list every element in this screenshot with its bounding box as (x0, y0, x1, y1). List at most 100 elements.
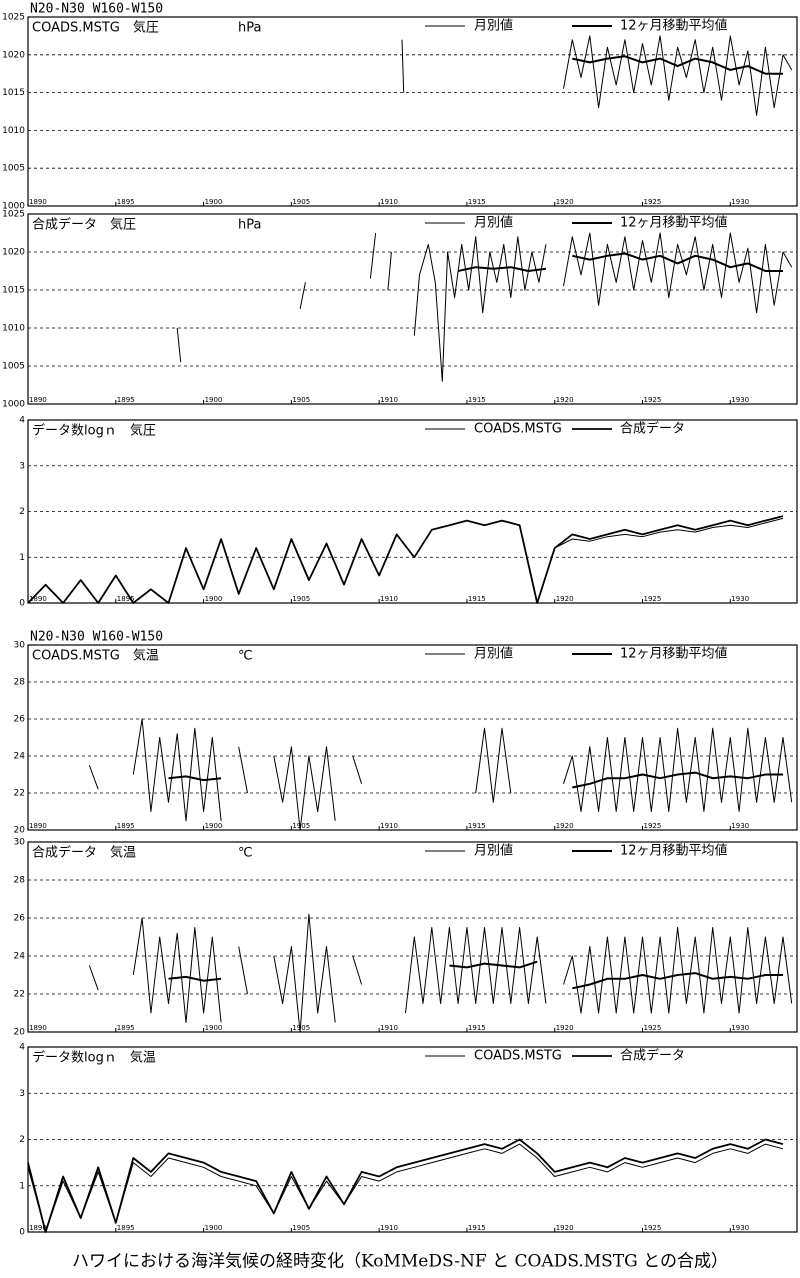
y-tick-label: 20 (14, 1028, 26, 1038)
plot-frame (27, 16, 798, 207)
x-tick-label: 1900 (205, 396, 223, 404)
y-tick-label: 28 (14, 678, 26, 688)
x-tick-label: 1890 (29, 822, 47, 830)
unit: ℃ (238, 649, 253, 664)
x-tick-label: 1910 (380, 1024, 398, 1032)
x-tick-label: 1905 (292, 396, 310, 404)
x-tick-label: 1920 (556, 198, 574, 206)
legend-label: 合成データ (620, 1048, 685, 1064)
x-tick-label: 1905 (292, 1024, 310, 1032)
x-tick-label: 1920 (556, 396, 574, 404)
y-tick-label: 1 (19, 1181, 25, 1191)
y-tick-label: 1005 (2, 164, 25, 174)
x-tick-label: 1920 (556, 822, 574, 830)
x-tick-label: 1925 (643, 595, 661, 603)
y-tick-label: 22 (14, 990, 25, 1000)
x-tick-label: 1905 (292, 822, 310, 830)
y-tick-label: 1010 (2, 126, 25, 136)
y-tick-label: 0 (19, 599, 25, 609)
y-tick-label: 1010 (2, 324, 25, 334)
x-tick-label: 1920 (556, 595, 574, 603)
x-tick-label: 1895 (117, 595, 135, 603)
y-tick-label: 1025 (2, 210, 25, 220)
data-line (27, 1138, 784, 1233)
legend-label: 12ヶ月移動平均値 (620, 18, 728, 34)
y-tick-label: 1015 (2, 286, 25, 296)
y-tick-label: 20 (14, 826, 26, 836)
plot-frame (27, 644, 798, 831)
x-tick-label: 1910 (380, 396, 398, 404)
x-tick-label: 1915 (468, 822, 486, 830)
x-tick-label: 1925 (643, 822, 661, 830)
x-tick-label: 1890 (29, 396, 47, 404)
x-tick-label: 1915 (468, 1224, 486, 1232)
y-tick-label: 22 (14, 789, 25, 799)
legend-label: 月別値 (474, 646, 513, 662)
x-tick-label: 1920 (556, 1224, 574, 1232)
y-tick-label: 2 (19, 507, 25, 517)
x-tick-label: 1900 (205, 1224, 223, 1232)
y-tick-label: 1000 (2, 400, 25, 410)
x-tick-label: 1890 (29, 1024, 47, 1032)
legend-label: 12ヶ月移動平均値 (620, 646, 728, 662)
y-tick-label: 3 (19, 1089, 25, 1099)
y-tick-label: 3 (19, 461, 25, 471)
data-line (554, 517, 784, 549)
y-tick-label: 24 (14, 752, 26, 762)
x-tick-label: 1915 (468, 1024, 486, 1032)
x-tick-label: 1895 (117, 822, 135, 830)
data-line (168, 771, 783, 789)
panel-title: COADS.MSTG 気温 (32, 648, 159, 664)
x-tick-label: 1890 (29, 595, 47, 603)
x-tick-label: 1895 (117, 1224, 135, 1232)
x-tick-label: 1895 (117, 396, 135, 404)
panel-title: COADS.MSTG 気圧 (32, 20, 159, 36)
y-tick-label: 28 (14, 876, 26, 886)
y-tick-label: 2 (19, 1135, 25, 1145)
data-line (168, 960, 783, 990)
y-tick-label: 1025 (2, 13, 25, 23)
x-tick-label: 1905 (292, 198, 310, 206)
legend-label: 月別値 (474, 215, 513, 231)
x-tick-label: 1910 (380, 198, 398, 206)
y-tick-label: 26 (14, 914, 26, 924)
unit: hPa (238, 21, 261, 36)
x-tick-label: 1915 (468, 198, 486, 206)
y-tick-label: 4 (19, 416, 25, 426)
data-line (27, 1143, 784, 1233)
legend-label: 12ヶ月移動平均値 (620, 843, 728, 859)
x-tick-label: 1930 (731, 1224, 749, 1232)
x-tick-label: 1930 (731, 595, 749, 603)
y-tick-label: 26 (14, 715, 26, 725)
y-tick-label: 30 (14, 838, 26, 848)
x-tick-label: 1930 (731, 1024, 749, 1032)
panel-title: 合成データ 気温 (32, 845, 136, 861)
x-tick-label: 1895 (117, 198, 135, 206)
panel-header: N20-N30 W160-W150 (30, 2, 163, 17)
x-tick-label: 1925 (643, 1024, 661, 1032)
legend-label: 月別値 (474, 18, 513, 34)
x-tick-label: 1915 (468, 595, 486, 603)
y-tick-label: 1005 (2, 362, 25, 372)
y-tick-label: 1020 (2, 50, 25, 60)
y-tick-label: 0 (19, 1228, 25, 1238)
caption: ハワイにおける海洋気候の経時変化（KoMMeDS-NF と COADS.MSTG… (72, 1252, 728, 1272)
plot-frame (27, 841, 798, 1033)
x-tick-label: 1890 (29, 198, 47, 206)
x-tick-label: 1890 (29, 1224, 47, 1232)
y-tick-label: 1020 (2, 248, 25, 258)
panel-title: 合成データ 気圧 (32, 217, 136, 233)
legend-label: 合成データ (620, 421, 685, 437)
unit: hPa (238, 218, 261, 233)
x-tick-label: 1910 (380, 595, 398, 603)
y-tick-label: 4 (19, 1043, 25, 1053)
y-tick-label: 30 (14, 641, 26, 651)
x-tick-label: 1930 (731, 198, 749, 206)
data-line (176, 232, 793, 382)
legend-label: 月別値 (474, 843, 513, 859)
legend-label: COADS.MSTG (474, 422, 562, 437)
x-tick-label: 1910 (380, 822, 398, 830)
plot-frame (27, 213, 798, 405)
panel-title: データ数logｎ 気圧 (32, 423, 156, 439)
